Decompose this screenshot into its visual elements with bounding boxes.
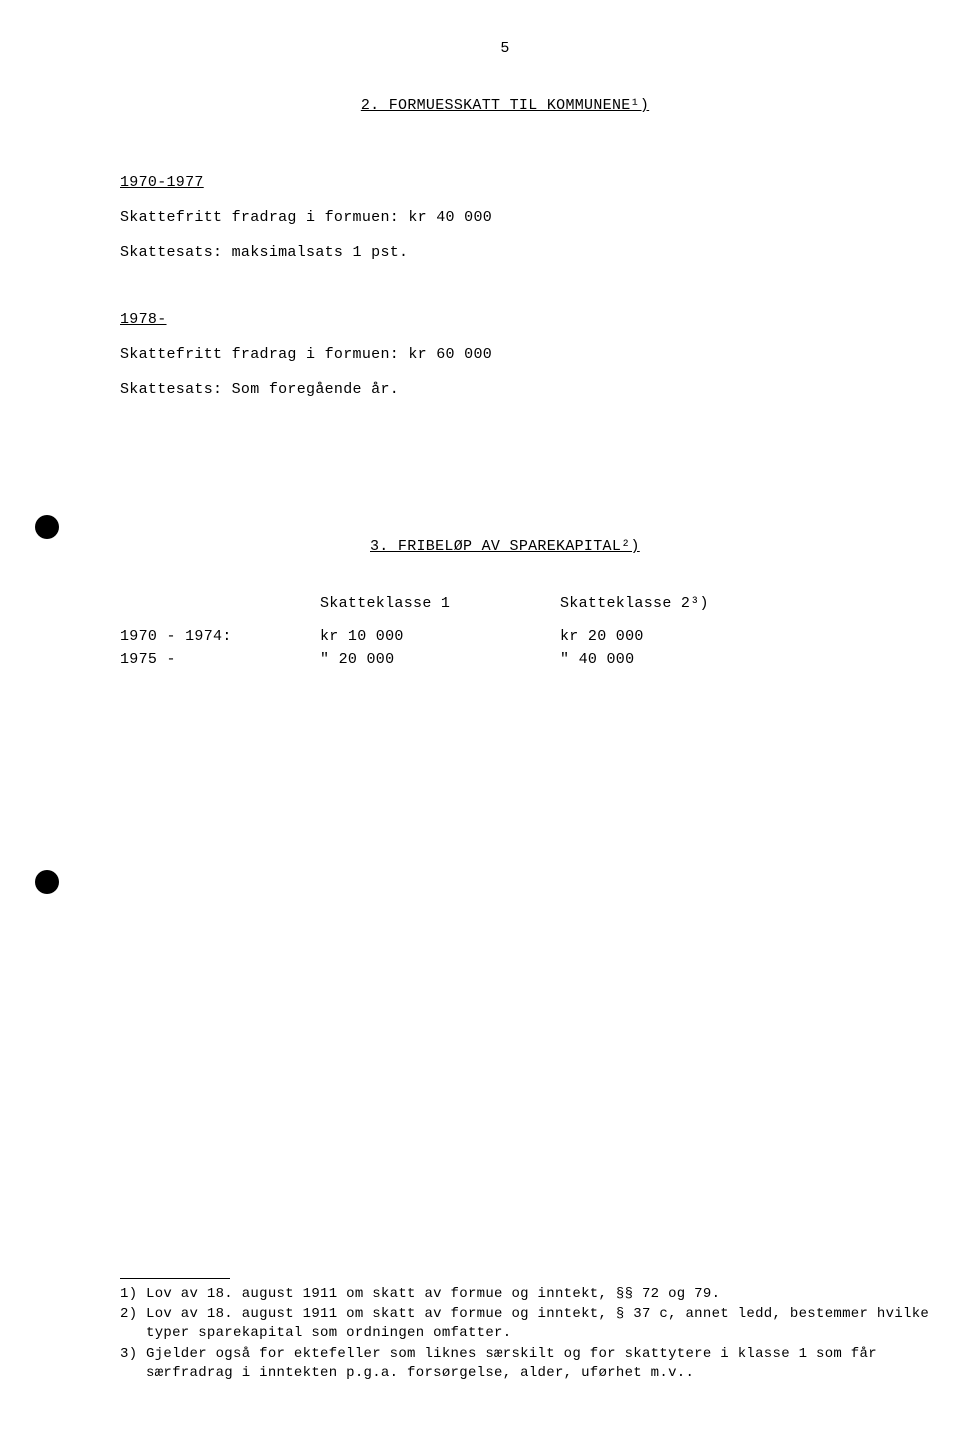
table-header: Skatteklasse 1 [320,595,560,612]
section-3-title: 3. FRIBELØP AV SPAREKAPITAL²) [370,538,890,555]
table-row: 1970 - 1974: kr 10 000 kr 20 000 [120,628,890,645]
page-number: 5 [120,40,890,57]
period-years: 1978- [120,311,890,328]
table: Skatteklasse 1 Skatteklasse 2³) 1970 - 1… [120,595,890,668]
table-cell: 1970 - 1974: [120,628,320,645]
footnote: 2) Lov av 18. august 1911 om skatt av fo… [120,1305,950,1343]
footnote: 1) Lov av 18. august 1911 om skatt av fo… [120,1285,950,1304]
table-cell: kr 10 000 [320,628,560,645]
footnote-separator [120,1278,230,1279]
footnote-text: Lov av 18. august 1911 om skatt av formu… [146,1285,950,1304]
table-cell: 1975 - [120,651,320,668]
table-cell [120,595,320,612]
footnote-number: 3) [120,1345,146,1383]
body-text: Skattefritt fradrag i formuen: kr 40 000 [120,209,890,226]
body-text: Skattesats: Som foregående år. [120,381,890,398]
body-text: Skattesats: maksimalsats 1 pst. [120,244,890,261]
bullet-dot-icon [35,515,59,539]
table-row: 1975 - " 20 000 " 40 000 [120,651,890,668]
section-2-title: 2. FORMUESSKATT TIL KOMMUNENE¹) [120,97,890,114]
table-cell: " 40 000 [560,651,760,668]
footnote-text: Gjelder også for ektefeller som liknes s… [146,1345,950,1383]
footnote-number: 1) [120,1285,146,1304]
footnote-number: 2) [120,1305,146,1343]
period-years: 1970-1977 [120,174,890,191]
table-cell: kr 20 000 [560,628,760,645]
footnotes: 1) Lov av 18. august 1911 om skatt av fo… [120,1278,950,1385]
body-text: Skattefritt fradrag i formuen: kr 60 000 [120,346,890,363]
table-header: Skatteklasse 2³) [560,595,760,612]
table-cell: " 20 000 [320,651,560,668]
footnote-text: Lov av 18. august 1911 om skatt av formu… [146,1305,950,1343]
section-2-period-1: 1970-1977 Skattefritt fradrag i formuen:… [120,174,890,261]
document-page: 5 2. FORMUESSKATT TIL KOMMUNENE¹) 1970-1… [0,0,960,704]
section-2-period-2: 1978- Skattefritt fradrag i formuen: kr … [120,311,890,398]
footnote: 3) Gjelder også for ektefeller som likne… [120,1345,950,1383]
table-header-row: Skatteklasse 1 Skatteklasse 2³) [120,595,890,612]
bullet-dot-icon [35,870,59,894]
